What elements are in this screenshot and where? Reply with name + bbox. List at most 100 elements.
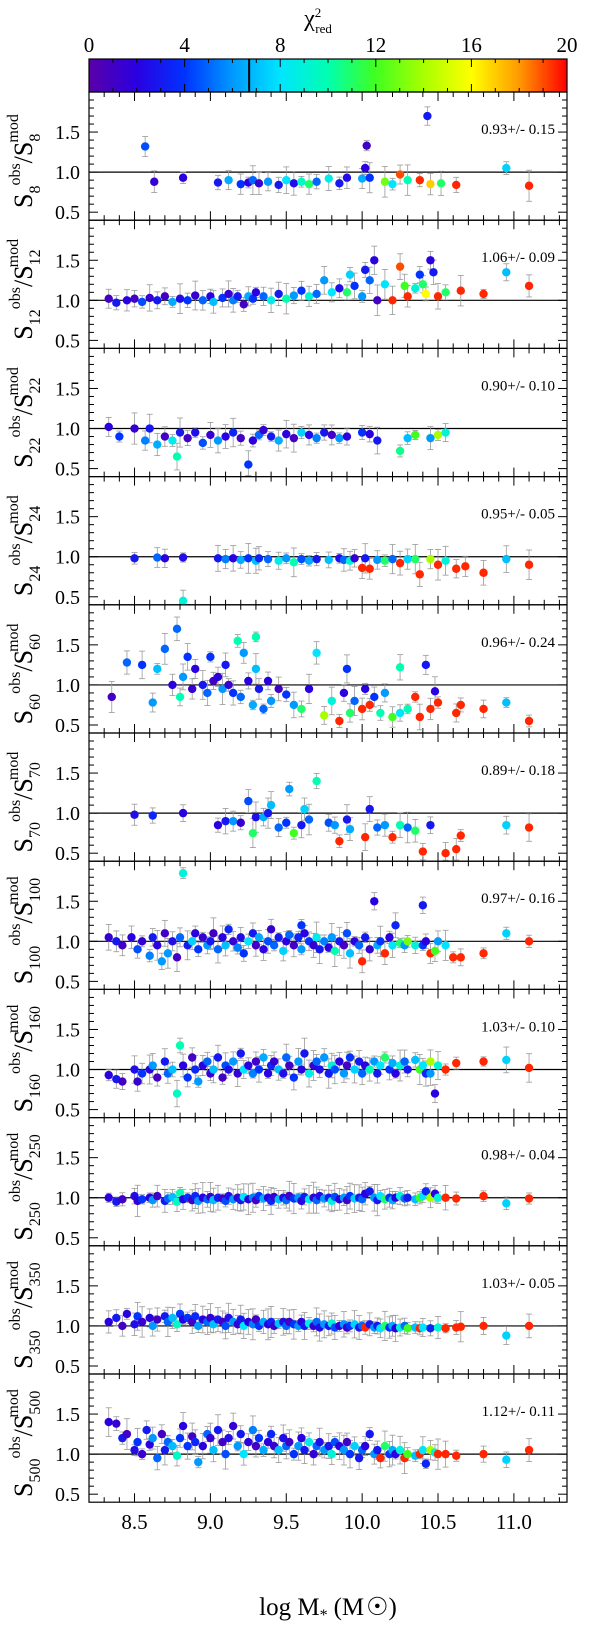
data-point (266, 696, 276, 706)
data-point (304, 430, 314, 440)
x-tick-label: 8.5 (121, 1510, 147, 1534)
data-point (104, 1417, 113, 1427)
data-point (266, 296, 276, 305)
data-point (228, 816, 238, 826)
data-point (339, 1445, 349, 1455)
data-point (294, 1441, 303, 1451)
y-axis-label: S160obs/S160mod (5, 1005, 44, 1113)
data-point (209, 929, 218, 938)
data-point (178, 596, 188, 605)
y-tick-label: 1.0 (55, 162, 80, 184)
data-point (213, 672, 223, 682)
data-point (239, 1449, 248, 1459)
y-axis-label: S70obs/S70mod (5, 752, 44, 853)
data-point (178, 553, 188, 562)
data-point (198, 296, 208, 305)
data-point (433, 1323, 443, 1332)
data-point (118, 941, 127, 950)
data-point (350, 1441, 359, 1451)
data-point (213, 945, 223, 954)
sun-icon: ☉ (366, 1594, 388, 1621)
data-point (153, 1453, 162, 1463)
data-point (282, 1053, 291, 1062)
panel-frame (88, 988, 568, 1119)
panel-annotation: 0.89+/- 0.18 (481, 763, 555, 779)
data-point (415, 712, 425, 722)
data-point (315, 1065, 324, 1074)
y-tick-label: 1.5 (55, 1404, 80, 1426)
data-point (130, 294, 139, 303)
data-point (244, 1061, 253, 1070)
data-point (228, 428, 238, 437)
data-point (118, 1077, 127, 1086)
data-point (403, 937, 412, 946)
data-point (479, 1449, 488, 1459)
x-tick-labels: 8.5 9.0 9.5 10.0 10.5 11.0 (121, 1510, 531, 1534)
panel-frame (88, 1116, 568, 1247)
data-point (112, 298, 121, 307)
data-point (297, 286, 306, 295)
data-point (441, 941, 450, 950)
data-point (421, 1187, 431, 1196)
data-point (452, 1194, 461, 1203)
data-point (360, 1441, 370, 1451)
panel-annotation: 1.06+/- 0.09 (481, 250, 555, 266)
data-point (244, 937, 253, 946)
data-point (244, 796, 253, 806)
data-point (289, 700, 299, 710)
colorbar-tick-label: 12 (365, 33, 386, 57)
data-point (502, 820, 511, 830)
data-point (183, 1441, 192, 1451)
data-point (327, 430, 336, 440)
data-point (137, 1449, 147, 1459)
data-point (350, 1065, 359, 1074)
data-point (327, 696, 336, 706)
data-point (251, 288, 261, 297)
y-tick-label: 1.0 (55, 1444, 80, 1466)
data-point (441, 288, 450, 297)
data-point (266, 1429, 276, 1439)
y-tick-label: 1.0 (55, 1060, 80, 1082)
data-point (122, 1429, 132, 1439)
data-point (244, 676, 253, 686)
data-point (269, 941, 279, 950)
data-point (426, 256, 435, 265)
data-point (140, 142, 150, 151)
data-point (203, 1057, 212, 1066)
data-point (418, 847, 428, 856)
data-point (172, 953, 182, 962)
data-point (224, 1433, 233, 1443)
data-point (418, 901, 428, 910)
data-point (426, 179, 435, 189)
data-point (289, 291, 299, 300)
data-point (259, 945, 268, 954)
panel-frame (88, 860, 568, 991)
data-point (218, 293, 227, 303)
data-point (251, 632, 261, 642)
data-point (263, 177, 273, 186)
data-point (248, 1425, 258, 1435)
data-point (168, 680, 177, 690)
data-point (133, 945, 142, 954)
data-point (456, 700, 465, 710)
data-point (345, 1053, 355, 1062)
colorbar-tick-label: 8 (275, 33, 286, 57)
data-point (309, 1449, 318, 1459)
data-point (304, 1437, 314, 1447)
data-point (395, 663, 405, 672)
data-point (380, 177, 390, 186)
data-point (221, 432, 230, 441)
data-point (289, 433, 299, 443)
data-point (345, 824, 355, 834)
y-tick-label: 0.5 (55, 843, 80, 865)
data-point (221, 1321, 230, 1331)
data-point (263, 554, 273, 564)
data-point (411, 941, 420, 950)
data-point (142, 1425, 151, 1435)
y-tick-label: 1.5 (55, 763, 80, 785)
data-point (221, 816, 230, 826)
data-point (269, 1057, 279, 1066)
data-point (118, 1195, 127, 1204)
data-point (224, 680, 233, 690)
data-point (300, 804, 309, 814)
